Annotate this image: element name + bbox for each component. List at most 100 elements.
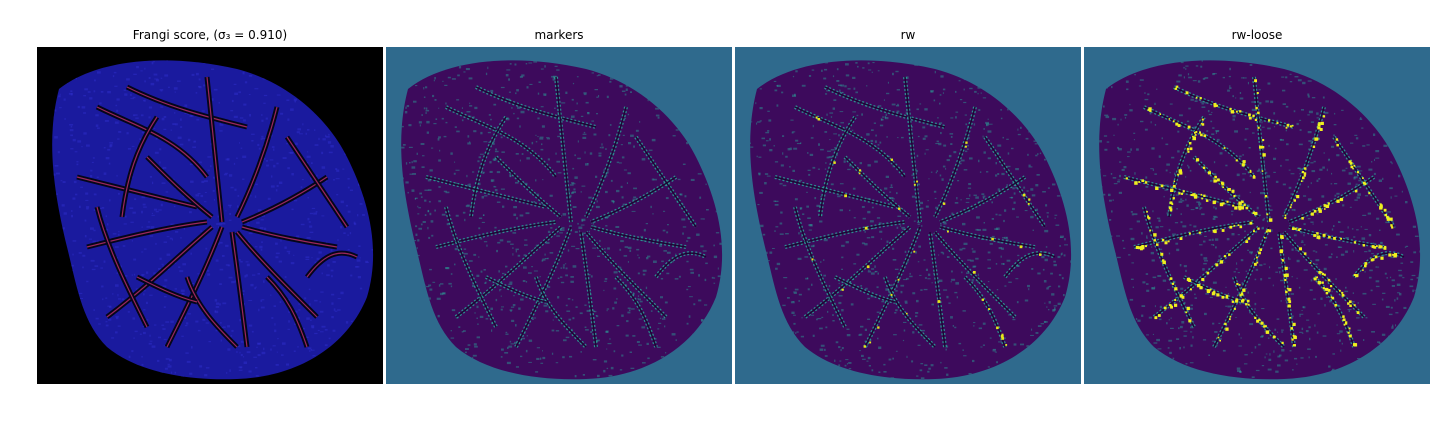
texture-speck <box>1288 169 1291 171</box>
texture-speck <box>515 181 519 184</box>
rw-label-pixel <box>1228 253 1231 256</box>
texture-speck <box>807 152 809 154</box>
texture-speck <box>1146 334 1149 336</box>
texture-speck <box>816 204 821 207</box>
texture-speck <box>1373 133 1376 136</box>
texture-speck <box>477 323 479 325</box>
texture-speck <box>793 314 796 316</box>
texture-speck <box>1166 322 1168 325</box>
texture-speck <box>170 320 174 323</box>
texture-speck <box>1249 191 1251 194</box>
texture-speck <box>307 197 309 199</box>
texture-speck <box>192 146 196 148</box>
rw-label-pixel <box>1374 255 1378 259</box>
texture-speck <box>1244 138 1247 141</box>
texture-speck <box>510 343 515 345</box>
rw-label-pixel <box>1312 145 1316 148</box>
texture-speck <box>115 331 118 334</box>
texture-speck <box>975 257 979 260</box>
texture-speck <box>605 330 609 333</box>
texture-speck <box>1013 343 1017 346</box>
texture-speck <box>70 148 74 150</box>
texture-speck <box>86 206 90 209</box>
texture-speck <box>889 284 893 286</box>
texture-speck <box>424 214 427 216</box>
rw-label-pixel <box>1303 252 1307 255</box>
texture-speck <box>1190 290 1193 292</box>
rw-label-pixel <box>1186 306 1190 311</box>
rw-label-pixel <box>1301 217 1304 220</box>
texture-speck <box>474 345 478 348</box>
rw-label-pixel <box>1135 245 1139 249</box>
texture-speck <box>84 235 87 238</box>
texture-speck <box>703 218 705 220</box>
texture-speck <box>878 371 881 373</box>
texture-speck <box>793 291 797 293</box>
texture-speck <box>632 335 636 337</box>
texture-speck <box>424 199 427 202</box>
texture-speck <box>1055 224 1060 226</box>
texture-speck <box>1168 339 1173 342</box>
texture-speck <box>605 148 607 150</box>
texture-speck <box>1174 172 1176 175</box>
texture-speck <box>829 112 834 114</box>
texture-speck <box>777 84 781 87</box>
texture-speck <box>587 163 589 165</box>
texture-speck <box>483 214 485 216</box>
texture-speck <box>841 309 844 312</box>
texture-speck <box>1194 297 1197 299</box>
texture-speck <box>544 94 547 96</box>
texture-speck <box>965 150 968 153</box>
texture-speck <box>894 268 899 270</box>
texture-speck <box>638 344 642 346</box>
texture-speck <box>1037 272 1041 275</box>
texture-speck <box>286 363 289 366</box>
texture-speck <box>989 243 993 245</box>
texture-speck <box>526 86 529 89</box>
texture-speck <box>876 217 881 219</box>
texture-speck <box>439 149 441 152</box>
rw-label-pixel <box>1156 243 1159 246</box>
texture-speck <box>484 282 486 284</box>
texture-speck <box>317 329 320 331</box>
rw-label-pixel <box>1262 139 1265 142</box>
texture-speck <box>1050 272 1053 275</box>
texture-speck <box>1183 265 1187 268</box>
texture-speck <box>525 212 530 215</box>
texture-speck <box>1267 82 1271 85</box>
texture-speck <box>275 364 279 366</box>
texture-speck <box>807 169 811 171</box>
texture-speck <box>1140 120 1144 123</box>
texture-speck <box>428 284 432 287</box>
rw-label-pixel <box>1203 194 1206 197</box>
rw-label-pixel <box>1164 241 1168 245</box>
rw-label-pixel <box>1373 246 1376 249</box>
texture-speck <box>1013 201 1016 204</box>
texture-speck <box>179 143 184 146</box>
texture-speck <box>73 180 77 184</box>
rw-label-pixel <box>1371 245 1375 249</box>
texture-speck <box>596 113 598 115</box>
vessel-core <box>435 221 557 248</box>
texture-speck <box>489 170 493 173</box>
texture-speck <box>494 150 499 153</box>
texture-speck <box>979 171 982 173</box>
texture-speck <box>1244 230 1246 233</box>
texture-speck <box>818 143 820 146</box>
texture-speck <box>1176 208 1178 210</box>
texture-speck <box>442 292 445 295</box>
texture-speck <box>917 135 920 138</box>
texture-speck <box>235 351 238 353</box>
texture-speck <box>839 128 843 131</box>
texture-speck <box>457 74 460 77</box>
texture-speck <box>1234 130 1238 133</box>
texture-speck <box>437 138 440 141</box>
texture-speck <box>539 136 544 138</box>
texture-speck <box>848 368 852 370</box>
texture-speck <box>641 158 646 161</box>
texture-speck <box>174 123 178 126</box>
texture-speck <box>519 159 521 162</box>
texture-speck <box>554 107 556 109</box>
texture-speck <box>633 145 635 148</box>
texture-speck <box>1229 87 1232 89</box>
